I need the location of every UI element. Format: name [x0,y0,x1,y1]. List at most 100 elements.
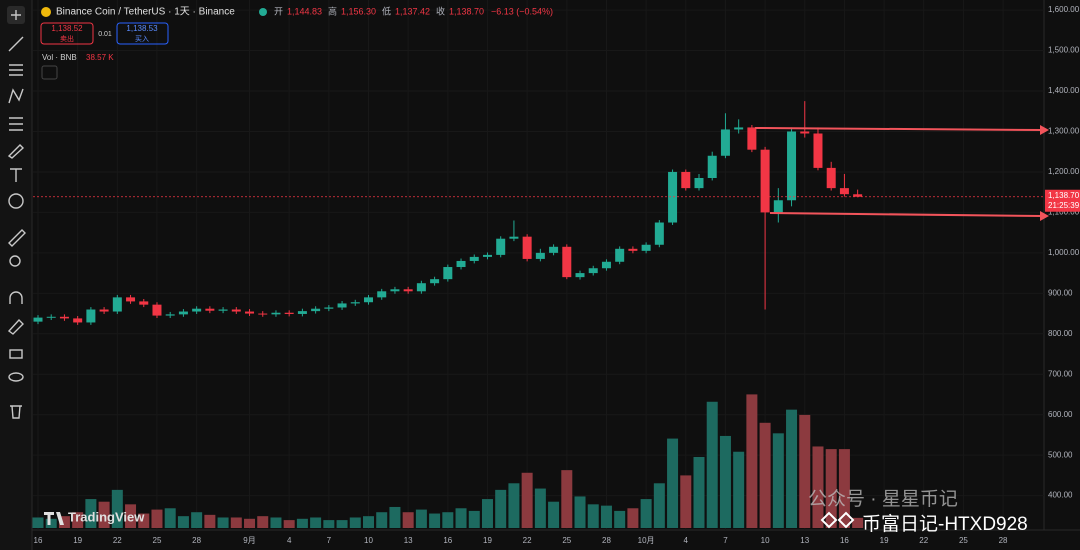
candle-body [112,297,122,312]
watermark-logo [820,511,855,529]
candle-body [165,314,175,316]
candle-body [641,244,651,251]
candle-body [231,309,241,312]
candle-body [813,133,823,168]
x-tick-label: 7 [723,536,728,545]
lock-draw-icon[interactable] [7,318,24,335]
volume-bar [244,518,256,528]
toolbar [0,0,32,550]
candle-body [390,289,400,292]
text-icon[interactable] [10,168,22,182]
x-tick-label: 16 [443,536,452,545]
buy-button[interactable] [116,22,169,45]
volume-bar [614,510,626,528]
candle-body [139,301,149,305]
open-value: 1,144.83 [287,6,322,16]
lock-icon[interactable] [9,349,23,359]
candle-body [826,167,836,189]
emoji-icon[interactable] [8,193,24,209]
candle-body [615,248,625,262]
volume-bar [323,520,335,528]
volume-bar [85,499,97,528]
candle-body [99,309,109,312]
buy-price[interactable]: 1,138.53 [126,24,158,33]
volume-bar [442,512,454,528]
fib-icon[interactable] [9,64,23,76]
volume-bar [640,499,652,528]
volume-bar [838,449,850,528]
sell-price[interactable]: 1,138.52 [51,24,83,33]
projection-icon[interactable] [9,117,23,131]
x-tick-label: 16 [840,536,849,545]
y-tick-label: 1,000.00 [1048,248,1080,257]
candle-body [403,289,413,292]
trend-line-icon[interactable] [8,36,24,52]
volume-bar [561,470,573,528]
ruler-icon[interactable] [8,229,26,247]
x-tick-label: 10 [761,536,770,545]
volume-bar [600,505,612,528]
date-axis [32,530,1080,550]
toolbar-icons[interactable] [7,6,26,419]
volume-bar [719,435,731,528]
candle-body [681,171,691,189]
spread: 0.01 [98,31,112,38]
y-tick-label: 1,300.00 [1048,127,1080,136]
volume-bar [45,518,57,528]
high-value: 1,156.30 [341,6,376,16]
trash-icon[interactable] [10,405,22,419]
volume-bar [653,483,665,528]
symbol: Binance Coin / TetherUS · 1天 · Binance [56,7,235,18]
candle-body [668,171,678,223]
volume-bar [481,499,493,528]
drawing-arrows [754,125,1049,221]
volume-bar [548,501,560,528]
x-tick-label: 25 [959,536,968,545]
candle-body [496,238,506,255]
candle-body [509,236,519,239]
zoom-icon[interactable] [9,255,21,267]
candle-body [588,268,598,274]
collapse-button[interactable] [41,65,58,80]
volume-bar [852,517,864,528]
candle-body [734,127,744,130]
close-label: 收 [436,5,445,16]
pattern-icon[interactable] [8,88,24,104]
candle-body [377,291,387,298]
volume-bar [376,512,388,528]
eye-icon[interactable] [8,372,24,382]
brush-icon[interactable] [7,144,25,159]
volume-bar [706,401,718,528]
candle-body [535,252,545,259]
candle-body [416,283,426,292]
y-tick-label: 1,200.00 [1048,167,1080,176]
volume-bar [98,501,110,528]
y-tick-label: 400.00 [1048,491,1073,500]
magnet-icon[interactable] [9,291,23,304]
volume-bar [429,513,441,528]
volume-bar [217,517,229,528]
candle-body [469,256,479,261]
volume-bar [363,516,374,528]
sell-label[interactable]: 卖出 [60,34,74,43]
candle-body [839,188,849,195]
volume-bar [746,394,758,528]
sell-button[interactable] [40,22,94,45]
y-tick-label: 800.00 [1048,329,1073,338]
volume-bar [336,520,348,528]
x-tick-label: 7 [327,536,332,545]
volume-bar [32,517,44,528]
volume-bar [521,472,533,528]
candle-body [284,312,294,314]
volume-bar [125,504,137,528]
cross-icon[interactable] [11,10,21,20]
buy-label[interactable]: 买入 [135,35,149,43]
candle-body [152,304,162,316]
volume-bar [270,517,282,528]
candle-body [245,311,255,314]
x-tick-label: 13 [800,536,809,545]
candle-body [549,246,559,253]
x-tick-label: 4 [684,536,689,545]
volume-bar [534,488,546,528]
